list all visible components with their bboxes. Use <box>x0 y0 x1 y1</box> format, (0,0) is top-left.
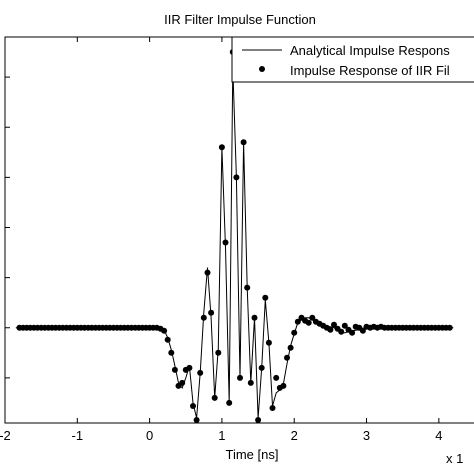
legend-box <box>231 36 474 83</box>
iir-point <box>237 374 243 381</box>
iir-point <box>258 364 265 371</box>
legend-entry-analytical: Analytical Impulse Respons <box>290 43 450 58</box>
iir-point <box>284 354 290 361</box>
iir-point <box>341 322 348 329</box>
x-tick-label-1: -1 <box>72 428 84 443</box>
iir-point <box>338 328 345 335</box>
iir-point <box>193 417 200 423</box>
iir-point <box>171 366 178 373</box>
iir-point <box>168 349 175 356</box>
iir-point <box>327 326 334 333</box>
iir-point <box>291 329 298 336</box>
iir-point <box>280 382 287 389</box>
iir-point <box>244 284 251 291</box>
iir-point <box>349 329 356 336</box>
iir-point <box>305 319 312 326</box>
x-tick-label-5: 3 <box>363 428 370 443</box>
iir-point <box>331 321 337 328</box>
iir-point <box>215 349 222 356</box>
chart-title: IIR Filter Impulse Function <box>164 12 316 27</box>
iir-point <box>247 379 254 386</box>
iir-point <box>273 374 280 381</box>
x-axis-label: Time [ns] <box>226 447 279 462</box>
iir-point <box>233 174 240 181</box>
iir-point <box>359 327 366 334</box>
iir-point <box>208 309 215 316</box>
iir-point <box>251 314 258 321</box>
legend-entry-iir: Impulse Response of IIR Fil <box>290 63 450 78</box>
x-tick-label-2: 0 <box>146 428 153 443</box>
iir-point <box>218 144 225 151</box>
x-tick-label-0: -2 <box>0 428 11 443</box>
iir-point <box>164 336 171 343</box>
iir-point <box>200 314 207 321</box>
legend: Analytical Impulse Respons Impulse Respo… <box>231 36 474 83</box>
iir-point <box>179 379 186 386</box>
x-axis-ticks: -2 -1 0 1 2 3 4 <box>0 37 442 443</box>
x-tick-label-4: 2 <box>291 428 298 443</box>
iir-point <box>226 399 233 406</box>
iir-point <box>197 369 204 376</box>
iir-point <box>204 269 211 276</box>
iir-point <box>255 417 262 423</box>
iir-point <box>294 318 301 325</box>
y-axis-ticks <box>5 76 10 379</box>
iir-point <box>309 314 316 321</box>
iir-point <box>269 405 276 411</box>
iir-point <box>190 403 196 409</box>
x-tick-label-6: 4 <box>435 428 442 443</box>
iir-point <box>222 239 229 246</box>
series-markers-iir <box>16 49 453 423</box>
iir-point <box>287 344 294 351</box>
x-tick-label-3: 1 <box>218 428 225 443</box>
iir-point <box>262 294 269 301</box>
iir-point <box>446 324 453 331</box>
iir-point <box>240 139 247 146</box>
iir-point <box>186 364 193 371</box>
iir-point <box>161 327 168 334</box>
iir-point <box>265 339 272 346</box>
legend-marker-sample <box>259 66 265 72</box>
iir-point <box>211 394 218 401</box>
x-exponent-label: x 1 <box>446 451 463 466</box>
